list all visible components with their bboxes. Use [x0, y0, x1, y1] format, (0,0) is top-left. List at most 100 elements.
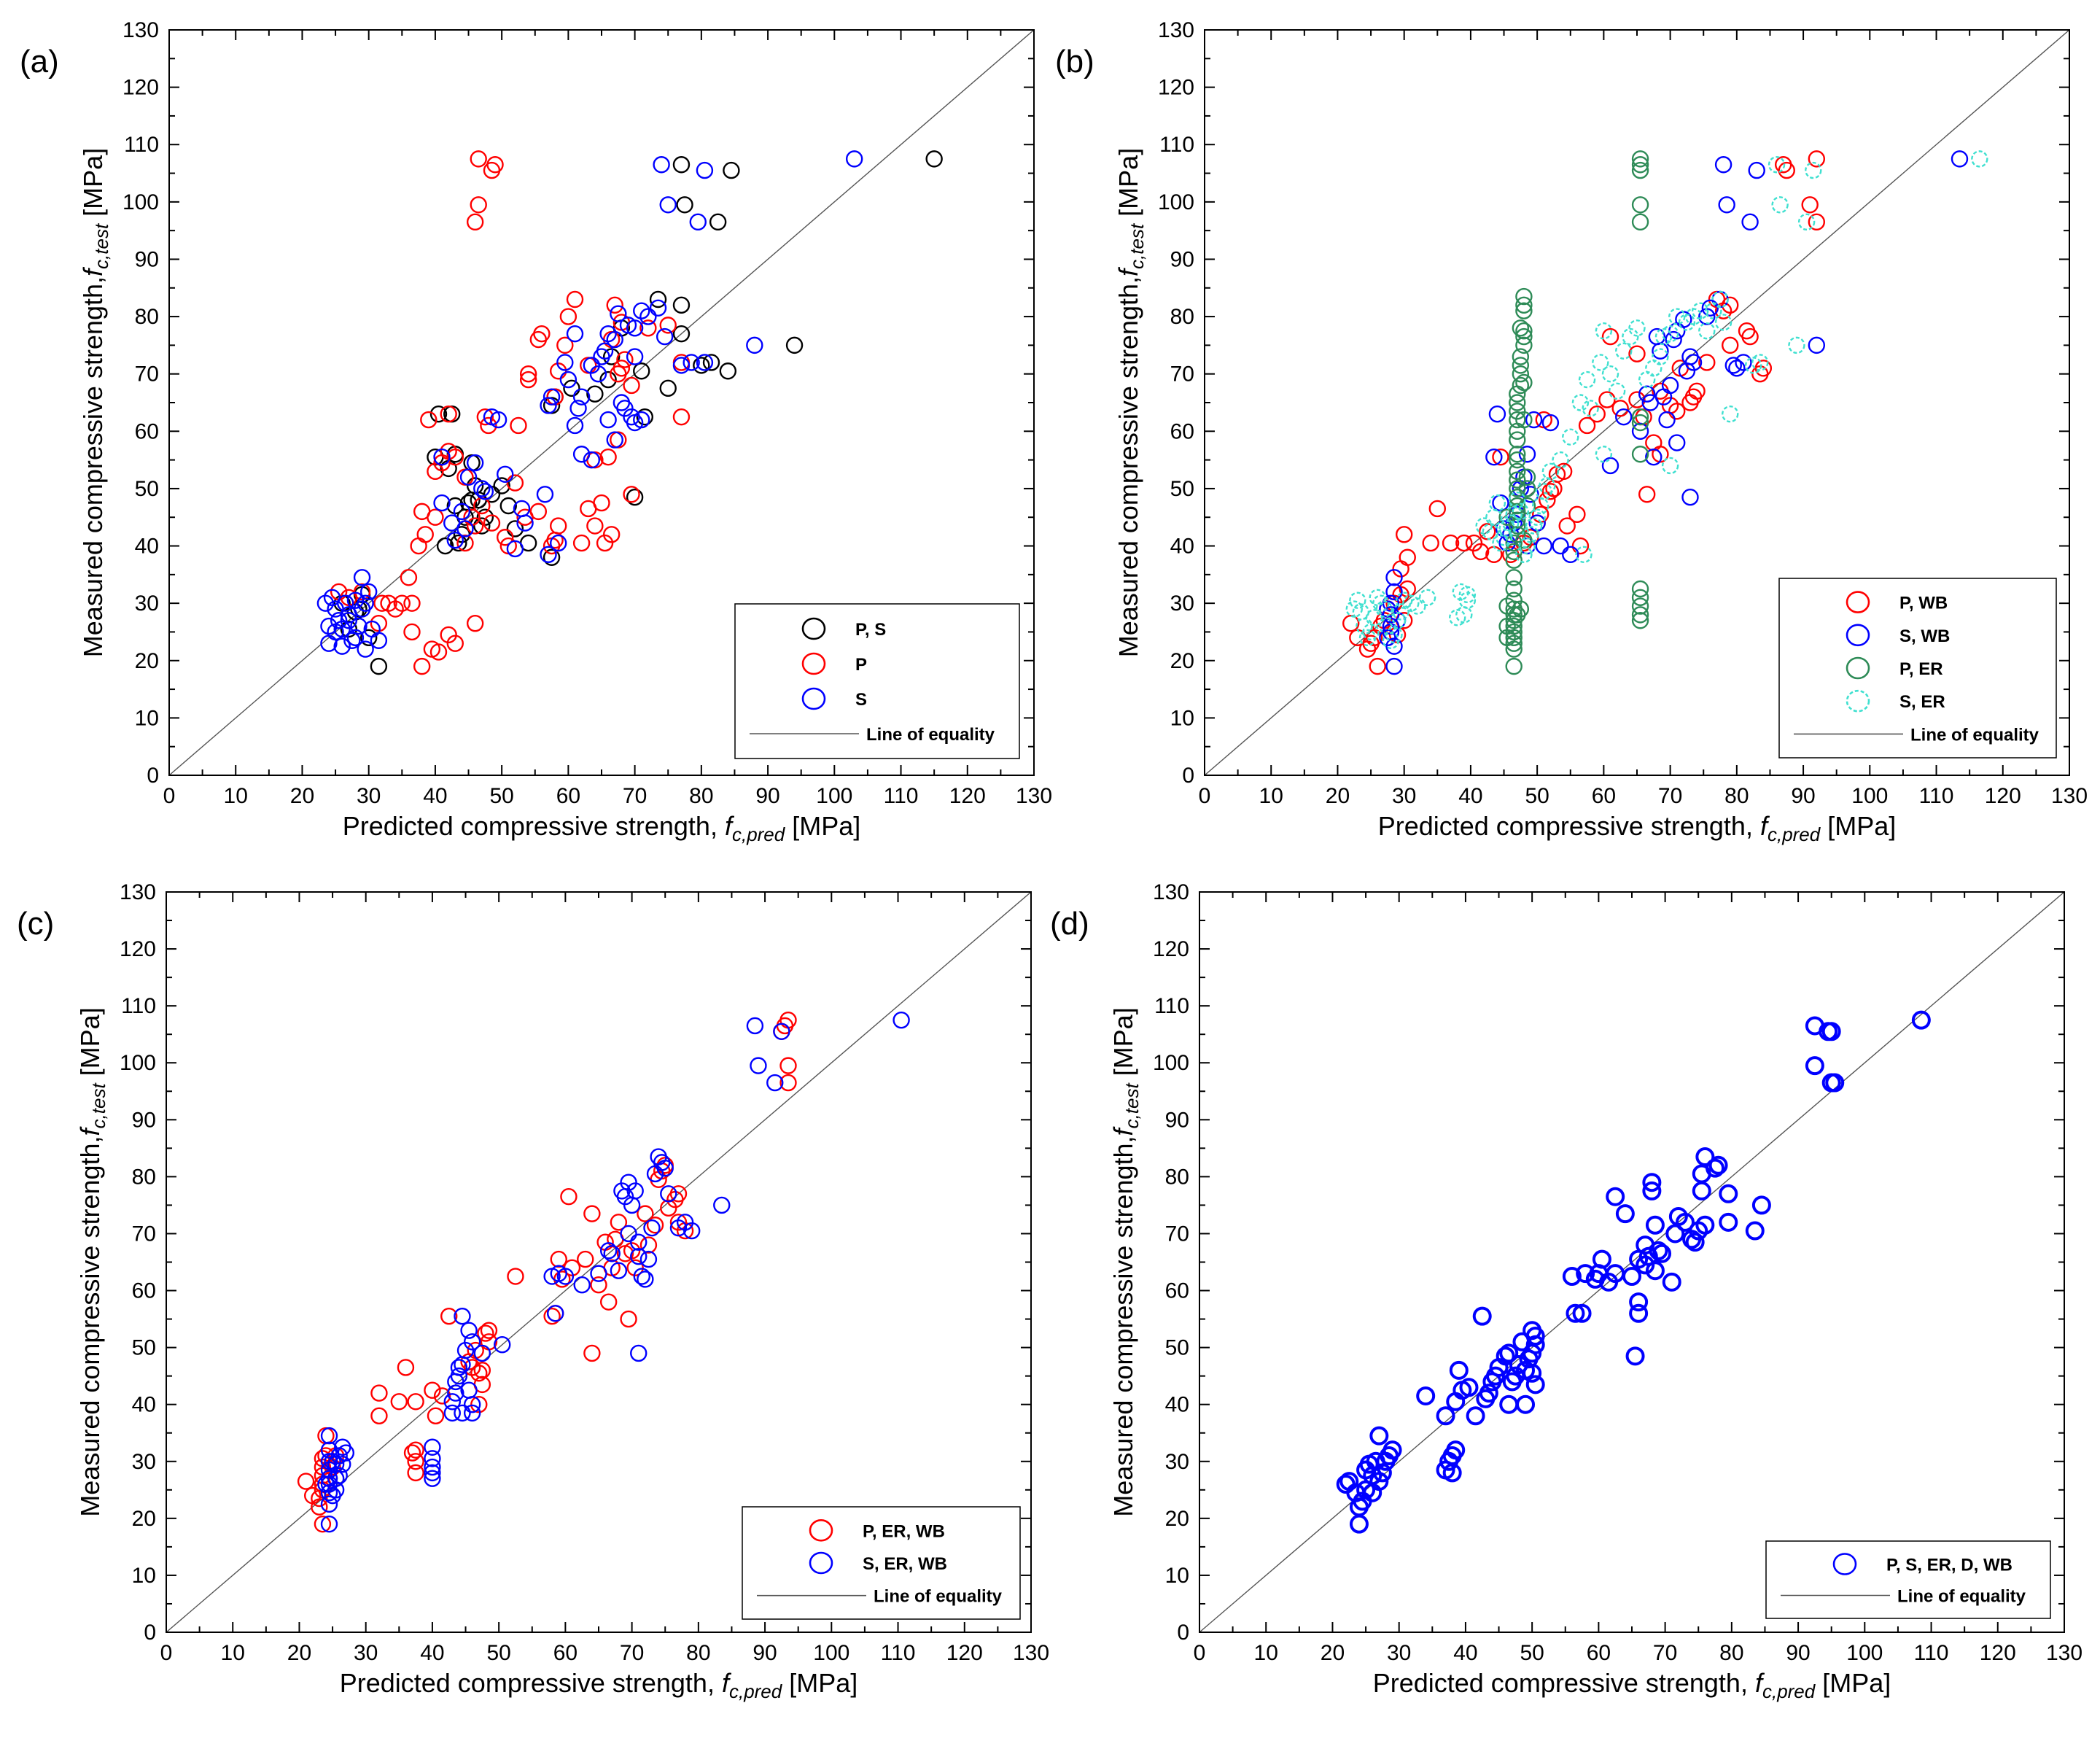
data-point — [460, 1322, 478, 1339]
data-point — [456, 534, 474, 552]
data-point — [1638, 486, 1656, 503]
data-point — [424, 1381, 441, 1399]
data-point — [542, 548, 561, 566]
data-point — [340, 606, 358, 624]
data-point — [390, 1393, 408, 1411]
data-point — [320, 1427, 338, 1445]
data-point — [407, 1453, 424, 1470]
data-point — [1751, 1195, 1771, 1215]
x-axis-label-part: c,pred — [729, 1680, 783, 1702]
data-point — [470, 196, 487, 214]
data-point — [750, 1057, 767, 1074]
data-point — [566, 290, 584, 309]
series-3 — [1345, 150, 1988, 649]
x-tick-label: 10 — [221, 1641, 245, 1665]
data-point — [1582, 400, 1599, 417]
y-tick-label: 70 — [132, 1222, 156, 1246]
data-point — [427, 508, 444, 526]
y-tick-label: 110 — [121, 994, 156, 1018]
data-point — [450, 534, 467, 552]
data-point — [1499, 1343, 1519, 1363]
data-point — [416, 526, 434, 543]
data-point — [513, 500, 531, 518]
data-point — [1475, 517, 1493, 535]
data-point — [420, 411, 438, 429]
data-point — [497, 529, 514, 546]
data-point — [1598, 391, 1616, 408]
data-point — [559, 371, 578, 389]
equality-line — [169, 30, 1034, 775]
data-point — [463, 491, 481, 509]
plot-frame — [166, 891, 1032, 1633]
data-point — [583, 1344, 601, 1362]
data-point — [1358, 640, 1377, 658]
data-point — [1585, 1269, 1605, 1289]
data-point — [1512, 1332, 1532, 1351]
y-tick-label: 30 — [135, 591, 159, 616]
y-tick-label: 90 — [1170, 247, 1194, 271]
y-tick-label: 130 — [120, 880, 156, 904]
legend-label: P, ER, WB — [863, 1521, 945, 1541]
data-point — [340, 612, 358, 629]
data-point — [1698, 322, 1716, 340]
data-point — [1436, 1406, 1455, 1426]
data-point — [483, 408, 501, 426]
data-point — [1708, 1155, 1728, 1175]
legend-marker — [1846, 656, 1870, 680]
data-point — [550, 1250, 567, 1268]
y-tick-label: 40 — [135, 535, 159, 559]
data-point — [599, 448, 617, 466]
data-point — [427, 1407, 445, 1425]
x-tick-label: 80 — [686, 1641, 710, 1665]
data-point — [633, 302, 650, 319]
data-point — [1642, 1181, 1662, 1200]
x-tick-label: 130 — [1016, 784, 1052, 808]
data-point — [1728, 360, 1746, 377]
data-point — [473, 517, 491, 535]
x-tick-label: 30 — [357, 784, 381, 808]
data-point — [1658, 411, 1676, 429]
x-tick-label: 70 — [1653, 1641, 1677, 1665]
data-point — [1631, 414, 1649, 432]
data-point — [1505, 551, 1522, 569]
y-tick-label: 60 — [1170, 419, 1194, 443]
data-point — [433, 1387, 451, 1405]
data-point — [1539, 491, 1556, 509]
data-point — [669, 1219, 688, 1237]
y-tick-label: 0 — [144, 1621, 156, 1645]
data-point — [566, 416, 584, 435]
data-point — [1751, 354, 1769, 371]
y-axis-label-part: [MPa] — [1113, 148, 1143, 224]
data-point — [1442, 534, 1460, 552]
data-point — [473, 1362, 491, 1379]
legend: P, S, ER, D, WB Line of equality — [1765, 1540, 2051, 1619]
data-point — [1452, 583, 1469, 601]
data-point — [1566, 1303, 1585, 1323]
data-point — [510, 416, 527, 435]
y-axis-label-part: Measured compressive strength, — [78, 276, 108, 657]
panel-label: (b) — [1055, 44, 1094, 79]
legend-box — [742, 1506, 1021, 1620]
data-point — [1532, 505, 1549, 523]
y-axis-label-part: Measured compressive strength, — [75, 1136, 105, 1516]
data-point — [1515, 287, 1533, 306]
data-point — [1339, 1472, 1359, 1491]
data-point — [636, 408, 653, 426]
data-point — [1622, 327, 1639, 346]
x-tick-label: 90 — [755, 784, 779, 808]
data-point — [1592, 354, 1609, 371]
data-point — [346, 591, 365, 609]
data-point — [659, 196, 677, 214]
data-point — [1631, 580, 1649, 598]
y-axis-label-part: c,test — [1121, 1082, 1143, 1129]
data-point — [1509, 1355, 1528, 1375]
data-point — [454, 1356, 471, 1373]
data-point — [1416, 1386, 1436, 1405]
data-point — [540, 397, 557, 414]
y-axis-label-part: [MPa] — [75, 1007, 105, 1083]
data-point — [1372, 594, 1390, 612]
data-point — [639, 319, 657, 337]
data-point — [672, 325, 691, 343]
data-point — [1385, 657, 1403, 675]
data-point — [656, 327, 674, 346]
